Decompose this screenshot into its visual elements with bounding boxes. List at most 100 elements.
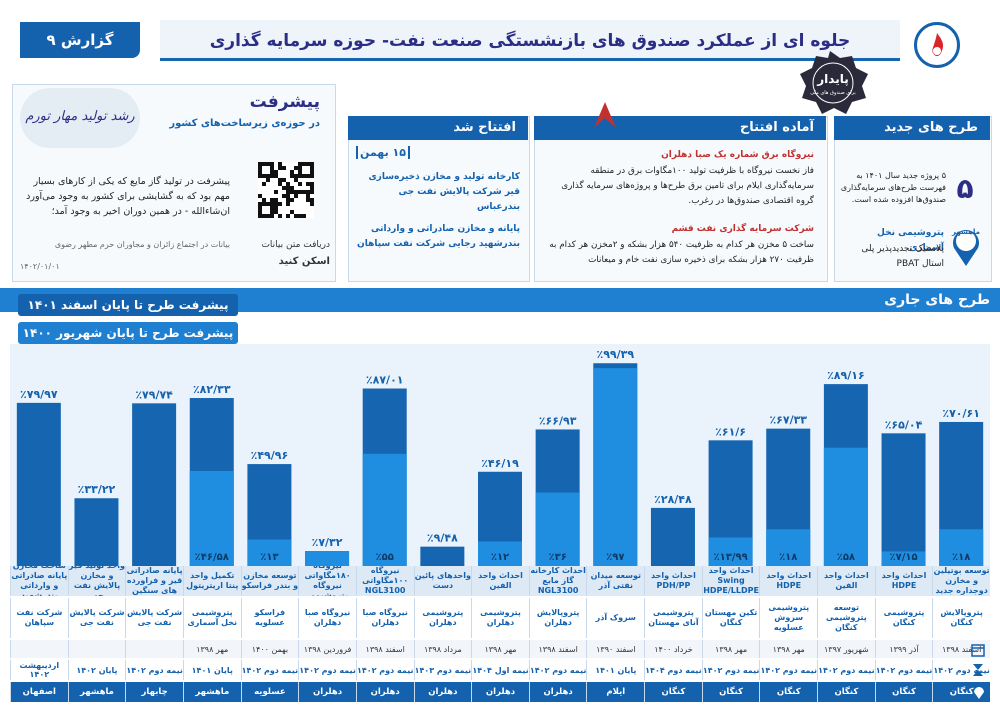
bar-label-2021: ٪۱۲ (491, 552, 509, 563)
qr-module (270, 198, 274, 202)
project-name: واحد تولید قیر و مخازن پالایش نفت جی (67, 566, 126, 596)
end-date: نیمه دوم ۱۴۰۲ (240, 660, 299, 680)
start-date: آذر ۱۳۹۹ (874, 640, 933, 658)
qr-module (270, 206, 274, 210)
qr-module (306, 182, 310, 186)
bar-2022 (650, 507, 695, 566)
location: دهلران (528, 682, 587, 702)
bar-2021 (766, 529, 811, 566)
project-name: احداث واحد HDPE (759, 566, 817, 596)
qr-module (294, 194, 298, 198)
companies-row: شرکت نفت سپاهان شرکت پالایش نفت جی شرکت پا… (10, 598, 990, 638)
company-name: پتروشیمی دهلران (413, 598, 472, 638)
company-name: شرکت نفت سپاهان (10, 598, 68, 638)
project-name: توسعه میدان نفتی آذر (586, 566, 644, 596)
qr-module (298, 214, 302, 218)
new-plans-count: ۵ (956, 172, 974, 205)
title-box (160, 20, 900, 61)
start-date: مهر ۱۳۹۸ (701, 640, 760, 658)
qr-module (258, 194, 262, 198)
qr-module (270, 210, 274, 214)
project-name: پایانه صادراتی قیر و فراورده های سنگین (125, 566, 183, 596)
ready-item-1-title: نیروگاه برق شماره یک صبا دهلران (661, 150, 814, 160)
qr-module (294, 166, 298, 170)
qr-module (302, 170, 306, 174)
new-plan-title: پتروشیمی نخل آسماری (877, 228, 944, 253)
qr-module (270, 162, 274, 166)
start-date: مرداد ۱۳۹۸ (413, 640, 472, 658)
project-name: احداث واحد HDPE (874, 566, 933, 596)
bar-2022 (881, 433, 926, 566)
company-name: توسعه پتروشیمی کنگان (817, 598, 875, 638)
location: عسلویه (240, 682, 299, 702)
location: دهلران (298, 682, 356, 702)
end-date: نیمه اول ۱۴۰۴ (471, 660, 529, 680)
qr-module (258, 214, 262, 218)
qr-module (310, 186, 314, 190)
qr-module (278, 178, 282, 182)
bar-label-2022: ٪۶۷/۳۳ (769, 414, 807, 427)
project-name: احداث واحد Swing HDPE/LLDPE (701, 566, 759, 596)
location-icon (972, 684, 986, 700)
location-pin-icon (948, 224, 984, 268)
flame-icon (932, 33, 944, 56)
qr-module (302, 214, 306, 218)
company-name: پتروشیمی کنگان (874, 598, 933, 638)
bar-label-2021: ٪۹۷ (606, 552, 624, 563)
end-dates-row: اردیبهشت ۱۴۰۲ پایان ۱۴۰۲ نیمه دوم ۱۴۰۲ پایا… (10, 660, 990, 680)
qr-code[interactable] (258, 162, 314, 218)
qr-module (278, 214, 282, 218)
qr-module (262, 174, 266, 178)
oil-fund-logo (914, 22, 960, 68)
project-name: نیروگاه ۱۸۰مگاواتی نیروگاه پتروشیمی (298, 566, 356, 596)
qr-module (274, 174, 278, 178)
company-name: پتروشیمی آنای مهستان (644, 598, 702, 638)
company-name: پتروشیمی نخل آسماری (182, 598, 241, 638)
qr-module (310, 166, 314, 170)
project-name: واحدهای پائین دست (413, 566, 472, 596)
qr-module (266, 202, 270, 206)
qr-module (286, 190, 290, 194)
qr-module (306, 166, 310, 170)
report-number-badge: گزارش ۹ (20, 22, 140, 58)
qr-module (258, 174, 262, 178)
bar-label-2021: ٪۴۶/۵۸ (195, 552, 229, 563)
qr-module (282, 178, 286, 182)
start-date: اسفند ۱۳۹۸ (528, 640, 587, 658)
qr-module (310, 174, 314, 178)
qr-module (298, 166, 302, 170)
bar-label-2022: ٪۷۰/۶۱ (942, 407, 980, 420)
qr-module (262, 210, 266, 214)
qr-module (290, 210, 294, 214)
start-date (10, 640, 68, 658)
bar-2021 (593, 368, 638, 566)
qr-module (266, 210, 270, 214)
qr-module (298, 182, 302, 186)
location: ماهشهر (67, 682, 126, 702)
qr-module (286, 202, 290, 206)
new-plan-body: پلاستیک تجدیدپذیر پلی استال PBAT (861, 244, 944, 269)
location: کنگان (644, 682, 702, 702)
bar-2021 (708, 537, 753, 566)
qr-module (306, 198, 310, 202)
bar-2021 (362, 453, 407, 566)
qr-module (266, 178, 270, 182)
start-date: بهمن ۱۴۰۰ (240, 640, 299, 658)
company-name: فراسکو عسلویه (240, 598, 299, 638)
qr-module (262, 206, 266, 210)
bar-label-2021: ٪۳۶ (548, 552, 566, 563)
qr-module (258, 210, 262, 214)
qr-module (262, 182, 266, 186)
qr-module (306, 174, 310, 178)
bar-label-2022: ٪۹/۴۸ (427, 532, 458, 545)
qr-module (274, 190, 278, 194)
quote-date: ۱۴۰۲/۰۱/۰۱ (20, 262, 60, 271)
progress-bar-chart: ٪۷۹/۹۷ ٪۳۳/۲۲ ٪۷۹/۷۴ ٪۸۲/۳۳ ٪۴۶/۵۸ ٪۴۹/۹۶ ٪۱۳ ٪… (10, 344, 990, 566)
qr-module (270, 202, 274, 206)
qr-label: دریافت متن بیانات (261, 240, 330, 250)
qr-module (294, 174, 298, 178)
project-name: احداث واحد الفین (817, 566, 875, 596)
project-name: توسعه بوتیلین و مخازن دوجداره جدید (932, 566, 990, 596)
end-date: پایان ۱۴۰۱ (182, 660, 241, 680)
calendar-icon (970, 642, 986, 658)
